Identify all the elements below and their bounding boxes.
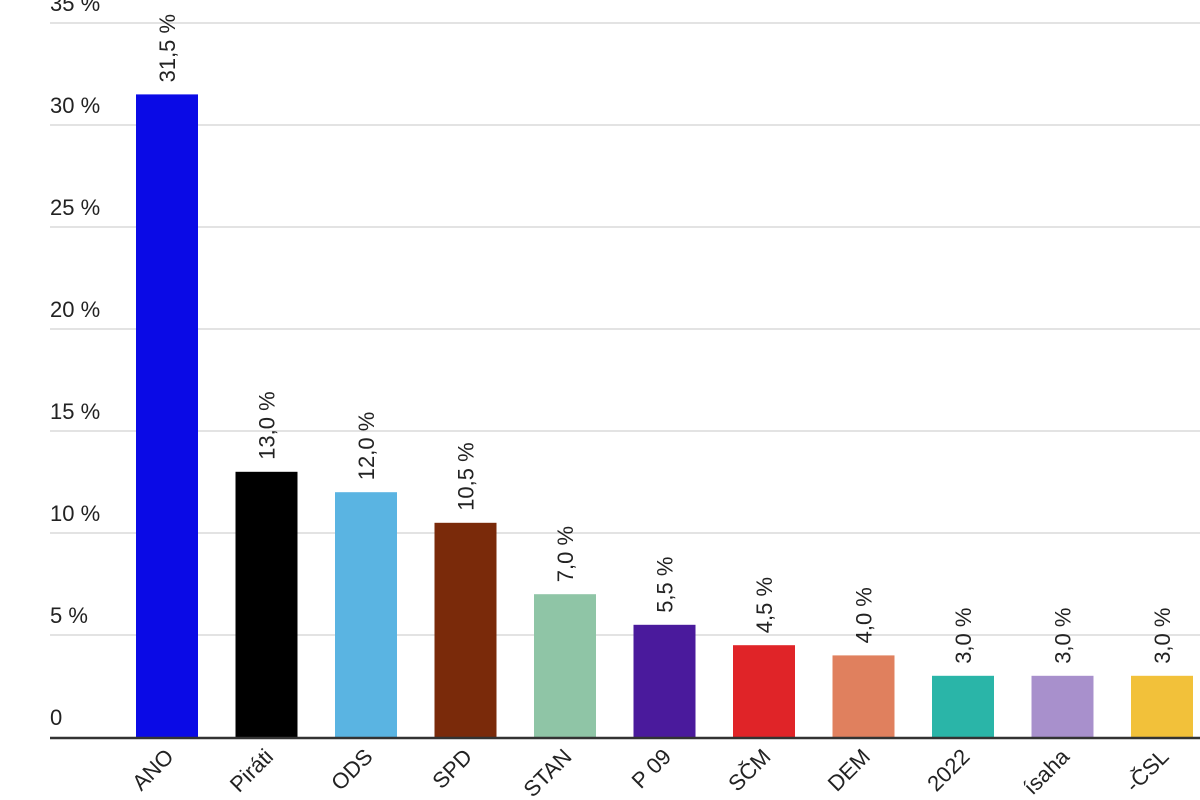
data-labels: 31,5 % 13,0 % 12,0 % 10,5 % 7,0 % 5,5 % 4,5 % 4… xyxy=(155,14,1175,664)
data-label: 4,0 % xyxy=(852,587,877,643)
data-label: 12,0 % xyxy=(354,412,379,481)
bar-7 xyxy=(832,655,895,737)
bar-9 xyxy=(1031,675,1094,737)
y-tick-label: 5 % xyxy=(50,603,88,628)
y-tick-label: 30 % xyxy=(50,93,100,118)
bar-4 xyxy=(534,594,596,737)
bars xyxy=(136,94,1193,737)
bar-5 xyxy=(633,624,696,737)
data-label: 31,5 % xyxy=(155,14,180,83)
x-category-label: -ČSL xyxy=(1120,744,1173,797)
bar-10 xyxy=(1131,675,1193,737)
y-tick-label: 20 % xyxy=(50,297,100,322)
gridlines xyxy=(50,22,1200,636)
data-label: 10,5 % xyxy=(454,442,479,511)
y-tick-label: 15 % xyxy=(50,399,100,424)
data-label: 3,0 % xyxy=(1051,608,1076,664)
x-category-label: P 09 xyxy=(627,744,676,793)
x-category-label: 2022 xyxy=(922,744,974,796)
data-label: 7,0 % xyxy=(553,526,578,582)
data-label: 3,0 % xyxy=(1150,608,1175,664)
bar-3 xyxy=(434,522,497,737)
x-category-label: ísaha xyxy=(1018,743,1074,799)
x-category-label: ANO xyxy=(127,744,178,795)
x-category-label: DEM xyxy=(823,744,875,796)
data-label: 13,0 % xyxy=(255,391,280,460)
x-category-label: SPD xyxy=(427,744,477,794)
y-tick-label: 0 xyxy=(50,705,62,730)
bar-1 xyxy=(235,471,298,737)
bar-0 xyxy=(136,94,198,737)
x-category-label: STAN xyxy=(519,744,577,800)
y-tick-label: 10 % xyxy=(50,501,100,526)
y-axis-tick-labels: 0 5 % 10 % 15 % 20 % 25 % 30 % 35 % xyxy=(50,0,100,730)
y-tick-label: 25 % xyxy=(50,195,100,220)
x-axis-category-labels: ANO Piráti ODS SPD STAN P 09 SČM DEM 2022 ísaha -Č… xyxy=(127,743,1173,800)
bar-6 xyxy=(733,645,795,737)
x-category-label: SČM xyxy=(723,744,775,796)
y-tick-label: 35 % xyxy=(50,0,100,16)
bar-2 xyxy=(335,492,397,737)
bar-8 xyxy=(932,675,994,737)
data-label: 5,5 % xyxy=(653,557,678,613)
data-label: 4,5 % xyxy=(752,577,777,633)
x-category-label: Piráti xyxy=(225,744,278,797)
x-category-label: ODS xyxy=(326,744,377,795)
data-label: 3,0 % xyxy=(951,608,976,664)
